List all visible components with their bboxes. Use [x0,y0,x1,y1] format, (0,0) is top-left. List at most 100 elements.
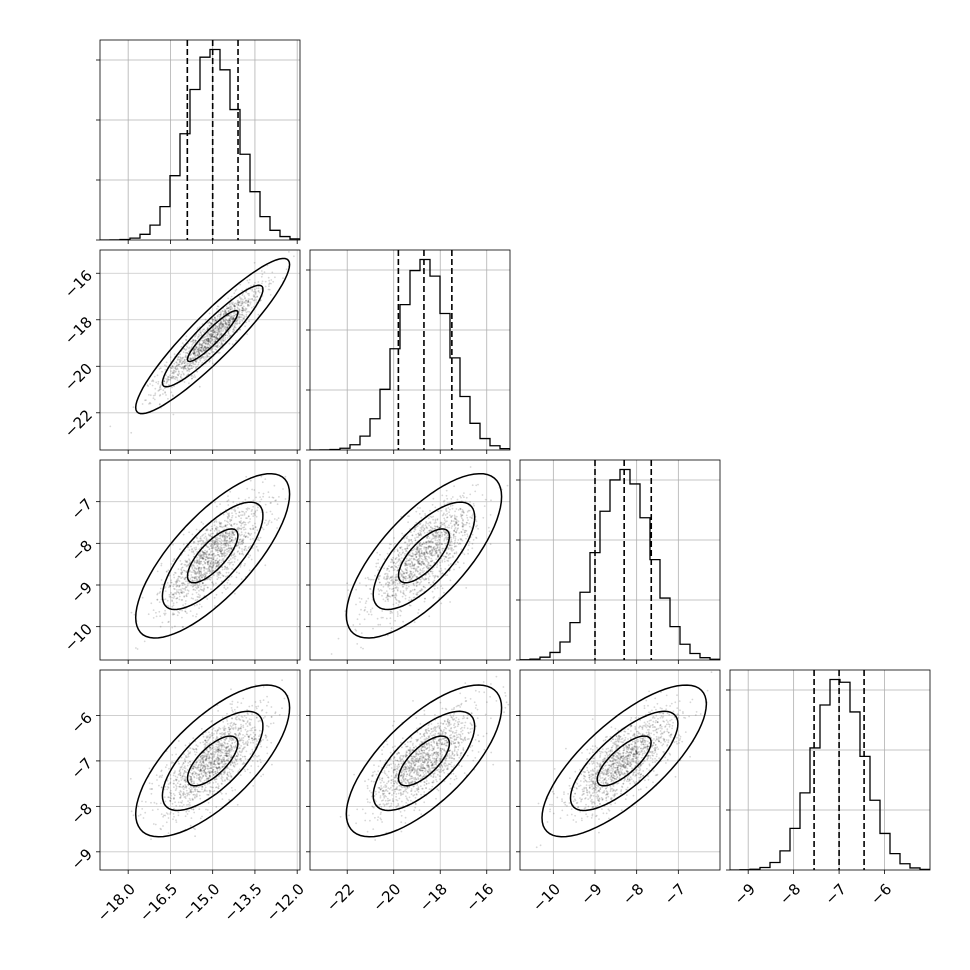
scatter-point [444,524,446,527]
scatter-point [231,709,234,712]
scatter-point [197,347,200,350]
scatter-point [253,299,256,302]
scatter-point [241,310,244,312]
scatter-point [413,564,415,566]
scatter-point [220,325,223,327]
scatter-point [449,544,452,547]
scatter-point [401,583,404,586]
scatter-point [235,339,238,342]
scatter-point [172,543,174,546]
scatter-point [254,290,257,293]
scatter-point [190,584,193,587]
scatter-point [214,319,217,322]
scatter-point [180,794,182,797]
scatter-point [431,560,433,562]
scatter-point [423,570,425,572]
scatter-point [202,759,205,762]
scatter-point [438,534,441,537]
scatter-point [226,327,229,329]
scatter-point [202,348,204,351]
scatter-point [388,582,391,585]
scatter-point [215,528,218,530]
scatter-point [227,547,230,549]
scatter-point [423,546,425,548]
scatter-point [213,321,216,323]
scatter-point [413,564,415,567]
scatter-point [386,567,389,570]
scatter-point [414,539,417,542]
scatter-point [472,513,474,516]
scatter-point [196,584,199,587]
scatter-point [239,300,242,303]
scatter-point [212,329,215,332]
scatter-point [252,528,255,530]
scatter-point [363,618,366,621]
scatter-point [194,548,197,551]
scatter-point [185,560,188,563]
scatter-point [198,352,201,355]
scatter-point [239,719,242,721]
scatter-point [203,336,206,339]
scatter-point [193,339,195,342]
scatter-point [191,593,194,596]
scatter-point [452,555,454,557]
scatter-point [198,776,201,779]
scatter-point [220,311,222,313]
scatter-point [440,572,443,575]
scatter-point [395,577,397,579]
scatter-point [393,565,396,567]
scatter-point [231,525,233,527]
scatter-point [235,322,237,325]
scatter-point [404,563,407,565]
scatter-point [217,537,219,540]
scatter-point [194,589,197,592]
scatter-point [181,361,184,364]
scatter-point [203,553,206,556]
scatter-point [418,553,421,555]
scatter-point [171,372,174,375]
scatter-point [454,516,456,518]
scatter-point [425,557,427,560]
scatter-point [218,327,221,330]
scatter-point [237,733,240,736]
scatter-point [171,626,174,629]
scatter-point [248,533,251,535]
scatter-point [421,555,423,558]
scatter-point [224,531,227,534]
scatter-point [239,320,241,323]
scatter-point [427,561,430,564]
scatter-point [455,563,457,566]
scatter-point [215,538,218,541]
scatter-point [201,346,204,349]
scatter-point [395,599,398,601]
scatter-point [426,560,429,563]
scatter-point [203,588,206,591]
scatter-point [241,300,244,303]
scatter-point [429,509,431,512]
scatter-point [386,574,389,577]
scatter-point [210,561,212,564]
scatter-point [147,385,150,387]
scatter-point [211,532,213,535]
scatter-point [215,540,218,543]
scatter-point [219,534,222,536]
scatter-point [376,551,379,554]
scatter-point [231,330,234,333]
contour-1-0-1 [161,284,264,388]
scatter-point [214,339,217,342]
scatter-point [403,577,406,580]
scatter-point [244,770,247,773]
scatter-point [239,322,241,324]
scatter-point [402,572,405,575]
scatter-point [242,317,245,320]
scatter-point [445,489,448,492]
scatter-point [217,756,219,759]
scatter-point [388,543,391,546]
scatter-point [424,513,426,515]
scatter-point [208,340,210,342]
scatter-point [236,701,239,704]
scatter-point [431,559,434,562]
scatter-point [202,349,205,352]
scatter-point [192,772,194,775]
scatter-point [441,543,444,545]
